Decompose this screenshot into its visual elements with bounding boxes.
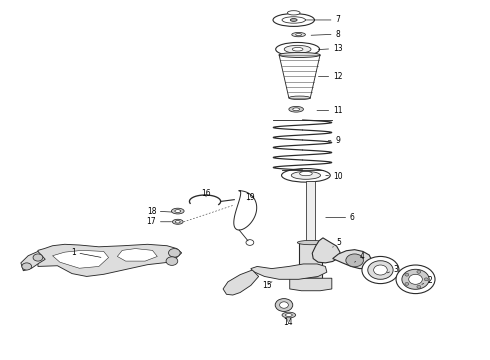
Circle shape — [396, 265, 435, 294]
Circle shape — [362, 256, 399, 284]
Ellipse shape — [175, 221, 180, 223]
Circle shape — [402, 269, 429, 289]
Text: 15: 15 — [262, 281, 272, 290]
Ellipse shape — [273, 14, 315, 26]
Ellipse shape — [172, 208, 184, 214]
FancyBboxPatch shape — [299, 243, 322, 280]
Ellipse shape — [284, 45, 311, 53]
Text: 14: 14 — [283, 318, 293, 327]
Circle shape — [374, 265, 387, 275]
Polygon shape — [290, 278, 332, 291]
Polygon shape — [251, 264, 327, 279]
Text: 13: 13 — [318, 44, 343, 53]
Text: 9: 9 — [328, 136, 340, 145]
Circle shape — [346, 254, 364, 267]
Circle shape — [424, 278, 428, 281]
Text: 16: 16 — [201, 189, 211, 198]
Text: 7: 7 — [305, 15, 340, 24]
Circle shape — [22, 263, 31, 270]
Circle shape — [417, 285, 421, 288]
Text: 17: 17 — [147, 217, 172, 226]
Text: 2: 2 — [422, 276, 433, 285]
Ellipse shape — [282, 168, 330, 182]
Ellipse shape — [297, 240, 324, 245]
Circle shape — [33, 254, 43, 261]
Ellipse shape — [290, 18, 297, 21]
Text: 12: 12 — [318, 72, 343, 81]
Polygon shape — [52, 250, 109, 268]
Ellipse shape — [298, 278, 323, 282]
Text: 18: 18 — [147, 207, 172, 216]
Ellipse shape — [282, 312, 295, 318]
Polygon shape — [223, 270, 259, 295]
Ellipse shape — [288, 11, 300, 15]
Circle shape — [246, 240, 254, 246]
Ellipse shape — [289, 107, 303, 112]
Ellipse shape — [291, 171, 320, 179]
Ellipse shape — [292, 48, 303, 51]
Ellipse shape — [276, 42, 319, 56]
Circle shape — [405, 283, 409, 285]
Circle shape — [280, 302, 288, 308]
Circle shape — [169, 249, 180, 257]
Ellipse shape — [286, 314, 292, 316]
Text: 6: 6 — [326, 213, 355, 222]
Polygon shape — [21, 251, 45, 271]
Circle shape — [405, 273, 409, 276]
Circle shape — [409, 274, 422, 284]
Polygon shape — [38, 244, 182, 276]
Ellipse shape — [172, 219, 183, 224]
Polygon shape — [117, 249, 157, 261]
Text: 10: 10 — [326, 172, 343, 181]
Polygon shape — [312, 238, 340, 263]
Ellipse shape — [292, 32, 305, 37]
Text: 3: 3 — [387, 265, 398, 274]
Text: 8: 8 — [311, 30, 340, 39]
Text: 1: 1 — [71, 248, 101, 257]
Circle shape — [166, 257, 178, 265]
Circle shape — [417, 270, 421, 273]
FancyBboxPatch shape — [306, 181, 315, 243]
Ellipse shape — [175, 210, 181, 212]
Ellipse shape — [282, 17, 305, 23]
Ellipse shape — [295, 33, 301, 36]
Text: 19: 19 — [245, 193, 255, 202]
Ellipse shape — [293, 108, 299, 111]
Ellipse shape — [289, 96, 310, 100]
Polygon shape — [333, 249, 372, 269]
Ellipse shape — [299, 171, 312, 176]
Text: 11: 11 — [317, 106, 343, 115]
Circle shape — [275, 298, 293, 311]
Text: 5: 5 — [333, 238, 341, 247]
Circle shape — [368, 261, 393, 279]
Ellipse shape — [279, 53, 320, 58]
Text: 4: 4 — [355, 252, 365, 262]
